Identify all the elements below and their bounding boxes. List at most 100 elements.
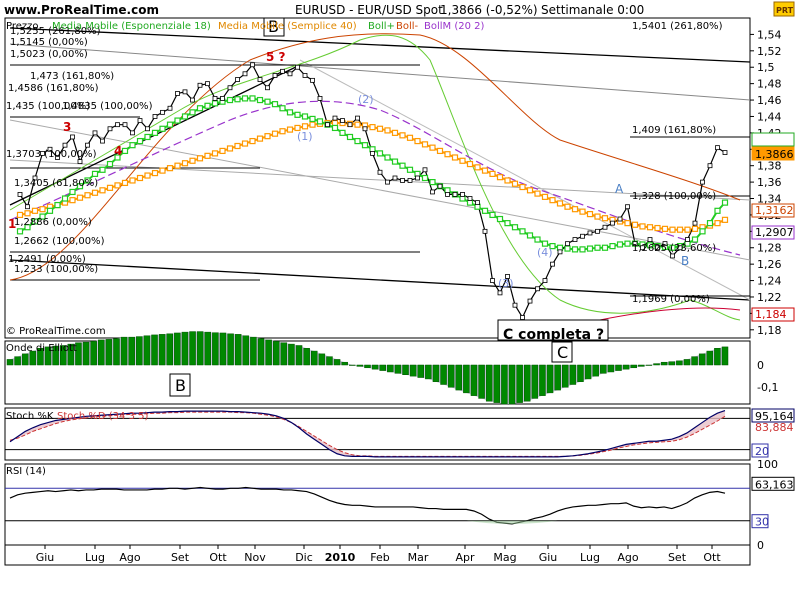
elliott-bar bbox=[501, 364, 508, 405]
ema-18-point bbox=[256, 96, 264, 104]
ema-18-point bbox=[249, 95, 256, 102]
ema-18-point bbox=[579, 246, 586, 253]
sma-40-point bbox=[421, 141, 429, 148]
ema-18-point bbox=[76, 183, 84, 190]
sma-40-point bbox=[684, 226, 691, 233]
ema-18-point bbox=[601, 244, 609, 251]
sma-40-point bbox=[279, 128, 286, 135]
elliott-bar bbox=[44, 346, 52, 366]
ema-18-point bbox=[339, 129, 346, 136]
price-point bbox=[700, 179, 705, 185]
sma-40-point bbox=[586, 211, 594, 218]
sma-40-point bbox=[354, 121, 361, 128]
elliott-bar bbox=[189, 331, 196, 366]
sma-40-point bbox=[669, 226, 676, 233]
sma-40-point bbox=[459, 157, 466, 164]
elliott-bar bbox=[98, 339, 105, 366]
elliott-bar bbox=[470, 364, 478, 396]
elliott-bar bbox=[569, 364, 577, 385]
elliott-bar bbox=[721, 346, 729, 366]
price-point bbox=[415, 175, 420, 181]
price-point bbox=[47, 146, 53, 152]
elliott-bar bbox=[234, 334, 242, 366]
elliott-bar bbox=[425, 364, 432, 380]
ema-18-point bbox=[234, 96, 241, 103]
wave-label: B bbox=[268, 17, 279, 36]
rsi-oversold-area bbox=[466, 520, 558, 524]
price-point bbox=[272, 73, 278, 78]
price-point bbox=[602, 224, 608, 230]
stoch-k-badge bbox=[751, 408, 795, 423]
elliott-bar bbox=[432, 364, 440, 382]
price-point bbox=[632, 241, 638, 247]
elliott-bar bbox=[341, 361, 348, 366]
sma-40-point bbox=[489, 170, 496, 177]
ema-18-point bbox=[24, 224, 31, 231]
elliott-bar bbox=[356, 364, 364, 367]
elliott-bar bbox=[531, 364, 539, 399]
sma-40-point bbox=[564, 203, 571, 210]
price-point bbox=[520, 315, 525, 320]
ema-18-point bbox=[504, 220, 511, 227]
elliott-bar bbox=[402, 364, 409, 375]
trend-line bbox=[9, 159, 751, 201]
ema-18-point bbox=[481, 207, 489, 214]
rsi-title: RSI (14) bbox=[6, 466, 46, 477]
fib-label-left: 1,435 (100,00%) bbox=[6, 101, 90, 112]
ema-18-point bbox=[136, 137, 144, 145]
price-point bbox=[122, 122, 128, 128]
fib-label-right: 1,2625 (23,60%) bbox=[632, 243, 716, 254]
legend-ema: Media Mobile (Esponenziale 18) bbox=[52, 21, 211, 32]
wave-label: 4 bbox=[114, 144, 122, 158]
ema-18-point bbox=[114, 154, 121, 161]
elliott-bar bbox=[554, 364, 561, 391]
price-point bbox=[325, 122, 330, 128]
price-point bbox=[55, 155, 60, 160]
ema-18-point bbox=[346, 133, 354, 141]
price-point bbox=[422, 167, 428, 173]
price-point bbox=[662, 241, 668, 247]
rsi-tick: 30 bbox=[755, 516, 769, 529]
ema-18-point bbox=[91, 170, 99, 177]
sma-40-point bbox=[301, 123, 309, 130]
fib-label-left: 1,5145 (0,00%) bbox=[10, 37, 88, 48]
price-point bbox=[70, 134, 75, 140]
elliott-bar bbox=[333, 359, 341, 366]
ema-18-point bbox=[399, 162, 406, 169]
elliott-bar bbox=[698, 353, 706, 366]
price-point bbox=[332, 115, 338, 121]
sma-40-point bbox=[211, 150, 219, 157]
sma-40-point bbox=[556, 200, 564, 207]
elliott-bar bbox=[303, 348, 310, 366]
elliott-bar bbox=[447, 364, 455, 388]
sma-40-point bbox=[91, 189, 99, 196]
elliott-bar bbox=[622, 364, 630, 370]
x-tick-label: Set bbox=[171, 551, 190, 564]
fib-label-left: 1,2886 (0,00%) bbox=[14, 217, 92, 228]
sma-40-point bbox=[391, 129, 399, 136]
copyright: © ProRealTime.com bbox=[6, 326, 106, 337]
price-badge-label: 1,2907 bbox=[755, 226, 794, 239]
sma-40-point bbox=[384, 127, 391, 134]
price-point bbox=[572, 237, 578, 242]
ema-18-point bbox=[279, 105, 286, 112]
price-point bbox=[257, 77, 263, 82]
price-point bbox=[452, 192, 458, 197]
price-point bbox=[130, 130, 135, 136]
elliott-bar bbox=[668, 361, 676, 366]
price-point bbox=[32, 175, 38, 181]
price-point bbox=[340, 118, 345, 123]
elliott-bar bbox=[493, 364, 501, 403]
price-point bbox=[467, 196, 473, 201]
sma-40-point bbox=[331, 119, 339, 127]
price-point bbox=[707, 163, 713, 169]
sma-40-point bbox=[226, 145, 234, 152]
site-title: www.ProRealTime.com bbox=[4, 3, 159, 17]
price-point bbox=[437, 183, 443, 189]
price-point bbox=[40, 150, 45, 156]
sma-40-point bbox=[631, 221, 639, 228]
stoch-d-value: 83,884 bbox=[755, 421, 794, 434]
stoch-panel bbox=[4, 407, 751, 461]
sma-40-point bbox=[264, 133, 271, 140]
price-point bbox=[475, 200, 480, 206]
